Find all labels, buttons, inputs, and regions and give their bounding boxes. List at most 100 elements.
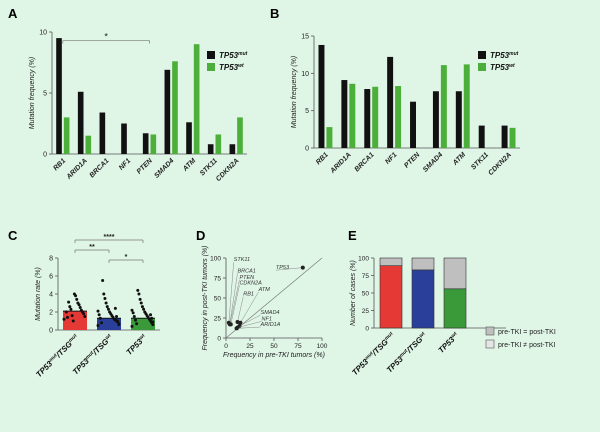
- x-tick-label: NF1: [118, 157, 132, 171]
- data-point: [117, 323, 121, 327]
- x-tick-label: TP53mut/TSGwt: [71, 333, 115, 377]
- bar-TP53mut-NF1: [121, 123, 127, 154]
- y-axis-label: Mutation frequency (%): [291, 56, 298, 128]
- x-tick-label: ATM: [451, 151, 467, 167]
- x-tick-label: CDKN2A: [215, 157, 241, 183]
- y-tick-label: 0: [49, 328, 53, 335]
- data-point: [140, 305, 144, 309]
- data-point: [115, 315, 119, 318]
- label-leader: [230, 285, 240, 325]
- x-tick-label-sup: mut: [364, 351, 375, 362]
- legend-base: TP53: [219, 63, 239, 72]
- y-tick-label: 5: [305, 108, 309, 115]
- scatter-point-ARID1A: [234, 326, 239, 331]
- point-label: CDKN2A: [239, 280, 262, 286]
- x-tick-label: 100: [317, 343, 328, 350]
- legend-swatch-TP53mut: [207, 51, 215, 59]
- data-point: [76, 301, 80, 305]
- bar-TP53wt-RB1: [326, 127, 333, 148]
- label-leader: [275, 267, 303, 271]
- x-tick-label: NF1: [384, 151, 398, 165]
- bar-TP53mut-RB1: [318, 44, 325, 148]
- bar-TP53wt-ATM: [193, 44, 200, 155]
- x-tick-label: STK11: [199, 157, 219, 177]
- x-tick-label: 25: [246, 343, 254, 350]
- data-point: [99, 321, 103, 325]
- data-point: [104, 301, 108, 305]
- bar-TP53mut-CDKN2A: [501, 125, 508, 148]
- bar-TP53mut-STK11: [207, 144, 214, 154]
- label-leader: [237, 321, 262, 328]
- data-point: [130, 308, 134, 312]
- y-tick-label: 0: [43, 152, 47, 159]
- bar-group-2: [131, 318, 155, 330]
- bar-TP53mut-SMAD4: [432, 91, 439, 148]
- bar-TP53mut-NF1: [387, 56, 394, 149]
- data-point: [102, 292, 106, 296]
- data-point: [142, 307, 146, 311]
- bar-TP53wt-CDKN2A: [509, 127, 516, 148]
- y-tick-label: 50: [214, 296, 222, 303]
- x-axis-label: Frequency in pre-TKI tumors (%): [223, 352, 325, 359]
- stack-bottom-0: [379, 265, 403, 329]
- bar-TP53wt-STK11: [215, 134, 222, 154]
- bar-TP53wt-ARID1A: [349, 83, 356, 148]
- bar-TP53wt-CDKN2A: [237, 117, 243, 154]
- x-tick-label: RB1: [52, 157, 67, 172]
- y-tick-label: 25: [362, 308, 370, 315]
- point-label: ARID1A: [260, 322, 281, 328]
- significance-stars: *: [125, 254, 128, 261]
- data-point: [143, 310, 147, 314]
- x-tick-label: TP53wt: [125, 333, 149, 357]
- x-tick-label: BRCA1: [354, 151, 376, 173]
- legend-label-TP53mut: TP53mut: [490, 51, 519, 60]
- data-point: [83, 315, 87, 318]
- scatter-point-TP53: [300, 265, 305, 270]
- stack-top-2: [443, 257, 467, 290]
- x-tick-label: RB1: [315, 151, 330, 166]
- data-point: [72, 292, 76, 296]
- x-tick-label-sup: mut: [48, 353, 59, 364]
- legend-sup: mut: [238, 51, 248, 57]
- x-tick-label: 50: [270, 343, 278, 350]
- bar-TP53wt-ATM: [463, 64, 470, 148]
- data-point: [96, 324, 100, 327]
- data-point: [106, 307, 110, 311]
- point-label: BRCA1: [238, 268, 256, 274]
- legend-swatch-TP53wt: [478, 63, 486, 71]
- x-tick-label-sup: mut: [84, 350, 95, 361]
- legend-base: TP53: [490, 63, 510, 72]
- label-leader: [236, 326, 261, 329]
- legend-label-TP53mut: TP53mut: [219, 51, 248, 60]
- panel-label-A: A: [8, 6, 18, 21]
- x-tick-label: BRCA1: [89, 157, 111, 179]
- stack-bottom-1: [411, 269, 435, 329]
- bar-TP53mut-BRCA1: [99, 112, 106, 154]
- bar-TP53mut-ARID1A: [77, 91, 84, 154]
- panel-label-D: D: [196, 228, 205, 243]
- legend-sup: mut: [509, 51, 519, 57]
- panel-label-E: E: [348, 228, 357, 243]
- data-point: [116, 319, 120, 323]
- x-tick-label: CDKN2A: [487, 151, 513, 177]
- y-tick-label: 10: [301, 71, 309, 78]
- point-label: ATM: [258, 287, 271, 293]
- bar-TP53mut-BRCA1: [364, 89, 371, 148]
- x-tick-label: STK11: [470, 151, 490, 171]
- data-point: [137, 292, 141, 296]
- legend-base: TP53: [219, 51, 239, 60]
- y-tick-label: 75: [362, 273, 370, 280]
- data-point: [130, 324, 134, 328]
- data-point: [138, 297, 142, 301]
- data-point: [68, 305, 72, 309]
- bar-TP53wt-SMAD4: [172, 61, 178, 154]
- y-tick-label: 75: [214, 276, 222, 283]
- x-tick-label: ARID1A: [65, 157, 89, 181]
- legend-label-TP53wt: TP53wt: [219, 63, 244, 72]
- point-label: STK11: [234, 257, 250, 263]
- x-tick-label: 75: [294, 343, 302, 350]
- data-point: [75, 297, 79, 301]
- data-point: [69, 307, 73, 311]
- y-tick-label: 4: [49, 292, 53, 299]
